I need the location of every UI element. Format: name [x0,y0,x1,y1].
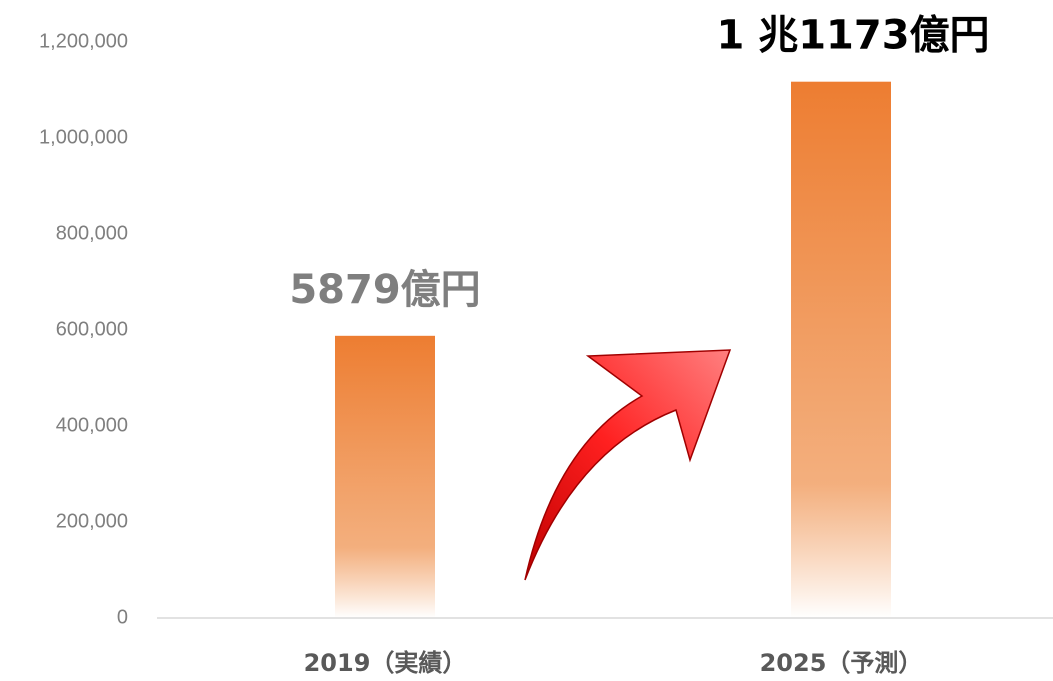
y-tick-label: 800,000 [56,222,128,244]
x-tick-label: 2025（予測） [760,649,923,677]
y-tick-label: 200,000 [56,510,128,532]
y-tick-label: 400,000 [56,414,128,436]
y-tick-label: 1,000,000 [39,126,128,148]
value-label: 5879億円 [289,267,480,313]
bar [791,81,891,619]
x-tick-label: 2019（実績） [304,649,467,677]
y-tick-label: 600,000 [56,318,128,340]
value-label: 1 兆1173億円 [716,13,989,59]
growth-arrow [524,349,732,581]
bar [335,335,435,618]
y-tick-label: 1,200,000 [39,30,128,52]
y-tick-label: 0 [117,606,128,628]
